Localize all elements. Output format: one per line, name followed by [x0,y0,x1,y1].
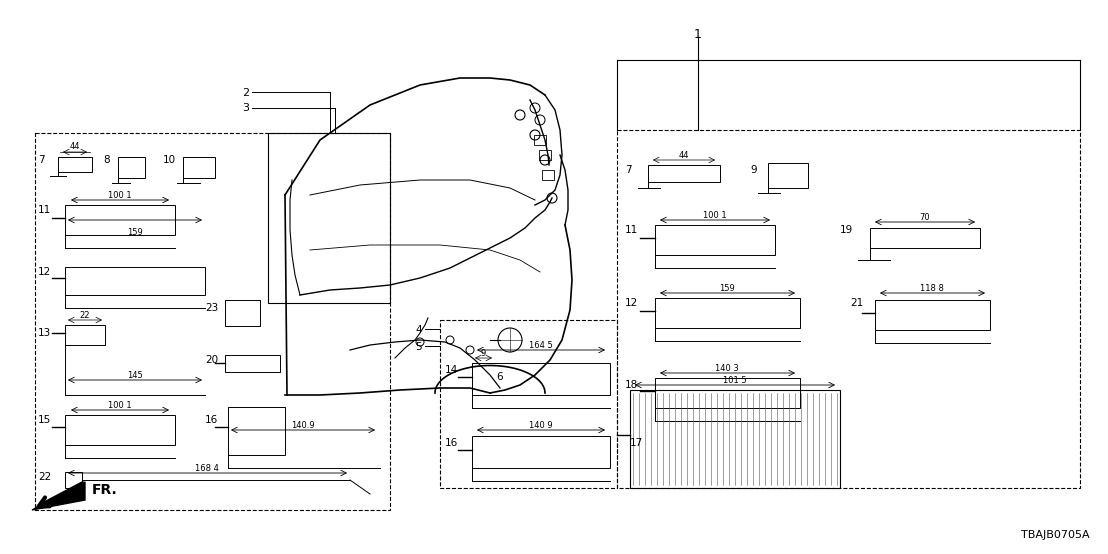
Bar [472,436,611,468]
Bar [58,157,92,172]
Bar [65,267,205,295]
Bar [617,130,1080,488]
Bar [630,390,840,488]
Text: 8: 8 [103,155,110,165]
Text: 12: 12 [38,267,51,277]
Bar [228,407,285,455]
Text: 140.9: 140.9 [291,421,315,430]
Text: 164 5: 164 5 [530,341,553,350]
Text: 21: 21 [850,298,863,308]
Text: 3: 3 [242,103,249,113]
Bar [225,300,260,326]
Bar [538,150,551,160]
Text: 13: 13 [38,328,51,338]
Text: 17: 17 [630,438,644,448]
Bar [65,325,105,345]
Bar [183,157,215,178]
Bar [768,163,808,188]
Text: 11: 11 [38,205,51,215]
Text: 11: 11 [625,225,638,235]
Text: 101 5: 101 5 [724,376,747,385]
Text: 100 1: 100 1 [704,211,727,220]
Text: FR.: FR. [92,483,117,497]
Text: 18: 18 [625,380,638,390]
Text: 9: 9 [750,165,757,175]
Text: 23: 23 [205,303,218,313]
Text: 20: 20 [205,355,218,365]
Text: 159: 159 [719,284,735,293]
Bar [65,472,82,488]
Polygon shape [32,482,85,510]
Text: 7: 7 [625,165,632,175]
Bar [875,300,991,330]
Bar [225,355,280,372]
Text: 70: 70 [920,213,931,222]
Text: 140 3: 140 3 [715,364,739,373]
Text: TBAJB0705A: TBAJB0705A [1022,530,1090,540]
Bar [542,170,554,180]
Text: 140 9: 140 9 [530,421,553,430]
Text: 7: 7 [38,155,44,165]
Bar [655,298,800,328]
Bar [655,378,800,408]
Text: 159: 159 [127,228,143,237]
Text: 100 1: 100 1 [109,401,132,410]
Text: 22: 22 [80,311,90,320]
Text: 6: 6 [496,372,503,382]
Bar [655,225,774,255]
Text: 44: 44 [70,142,80,151]
Text: 168 4: 168 4 [195,464,219,473]
Text: 19: 19 [840,225,853,235]
Text: 14: 14 [445,365,459,375]
Text: 145: 145 [127,371,143,380]
Bar [870,228,979,248]
Text: 10: 10 [163,155,176,165]
Text: 2: 2 [242,88,249,98]
Bar [35,133,390,510]
Bar [534,135,546,145]
Text: 44: 44 [679,151,689,160]
Bar [268,133,390,303]
Text: 118 8: 118 8 [920,284,944,293]
Text: 12: 12 [625,298,638,308]
Bar [648,165,720,182]
Text: 1: 1 [694,28,702,41]
Text: 4: 4 [416,325,422,335]
Text: 16: 16 [445,438,459,448]
Text: 22: 22 [38,472,51,482]
Bar [65,415,175,445]
Text: 5: 5 [416,342,422,352]
Bar [117,157,145,178]
Text: 100 1: 100 1 [109,191,132,200]
Bar [440,320,617,488]
Bar [472,363,611,395]
Bar [65,205,175,235]
Text: 9: 9 [481,349,485,358]
Text: 16: 16 [205,415,218,425]
Text: 15: 15 [38,415,51,425]
